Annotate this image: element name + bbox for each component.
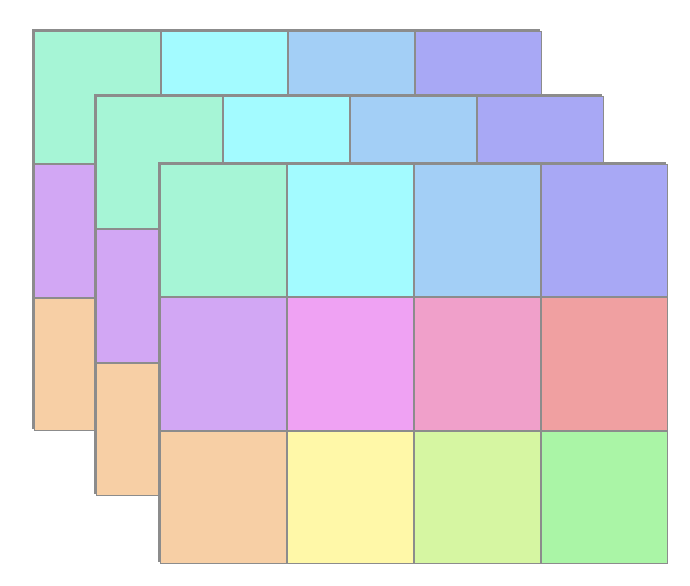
grid-cell bbox=[414, 164, 541, 298]
grid-cell bbox=[287, 297, 414, 431]
grid-cell bbox=[541, 297, 668, 431]
grid-cell bbox=[160, 164, 287, 298]
grid-cell bbox=[541, 430, 668, 564]
grid-cell bbox=[287, 430, 414, 564]
grid-cell bbox=[414, 430, 541, 564]
color-grid-layer-front bbox=[158, 162, 668, 564]
grid-cell bbox=[160, 297, 287, 431]
grid-cell bbox=[414, 297, 541, 431]
grid-cell bbox=[287, 164, 414, 298]
grid-cell bbox=[541, 164, 668, 298]
grid-cell bbox=[160, 430, 287, 564]
